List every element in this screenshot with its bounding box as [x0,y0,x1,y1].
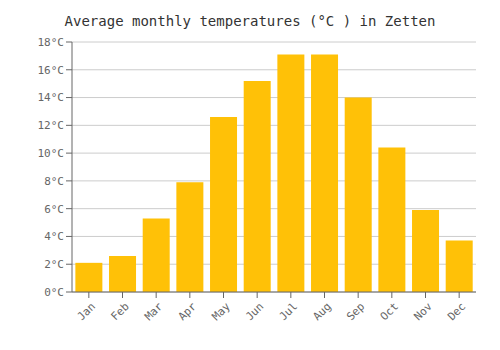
svg-text:10°C: 10°C [38,147,65,160]
svg-text:2°C: 2°C [44,258,64,271]
svg-text:Dec: Dec [445,300,468,323]
svg-text:16°C: 16°C [38,64,65,77]
svg-text:8°C: 8°C [44,175,64,188]
svg-text:Sep: Sep [344,300,367,323]
svg-text:Nov: Nov [411,300,435,324]
svg-text:12°C: 12°C [38,119,65,132]
svg-text:Apr: Apr [176,300,200,324]
svg-text:Jun: Jun [243,300,266,323]
html-text:Average monthly temperatures (: Average monthly temperatures (°C ) in Ze… [64,13,436,29]
svg-text:May: May [209,300,233,324]
svg-text:Mar: Mar [142,300,166,324]
svg-text:18°C: 18°C [38,36,65,49]
svg-text:14°C: 14°C [38,91,65,104]
svg-text:Aug: Aug [310,300,333,323]
svg-text:4°C: 4°C [44,230,64,243]
svg-text:Jul: Jul [277,300,300,323]
svg-text:Oct: Oct [378,300,401,323]
svg-text:Feb: Feb [108,300,131,323]
svg-text:6°C: 6°C [44,203,64,216]
svg-text:0°C: 0°C [44,286,64,299]
svg-text:Jan: Jan [75,300,98,323]
